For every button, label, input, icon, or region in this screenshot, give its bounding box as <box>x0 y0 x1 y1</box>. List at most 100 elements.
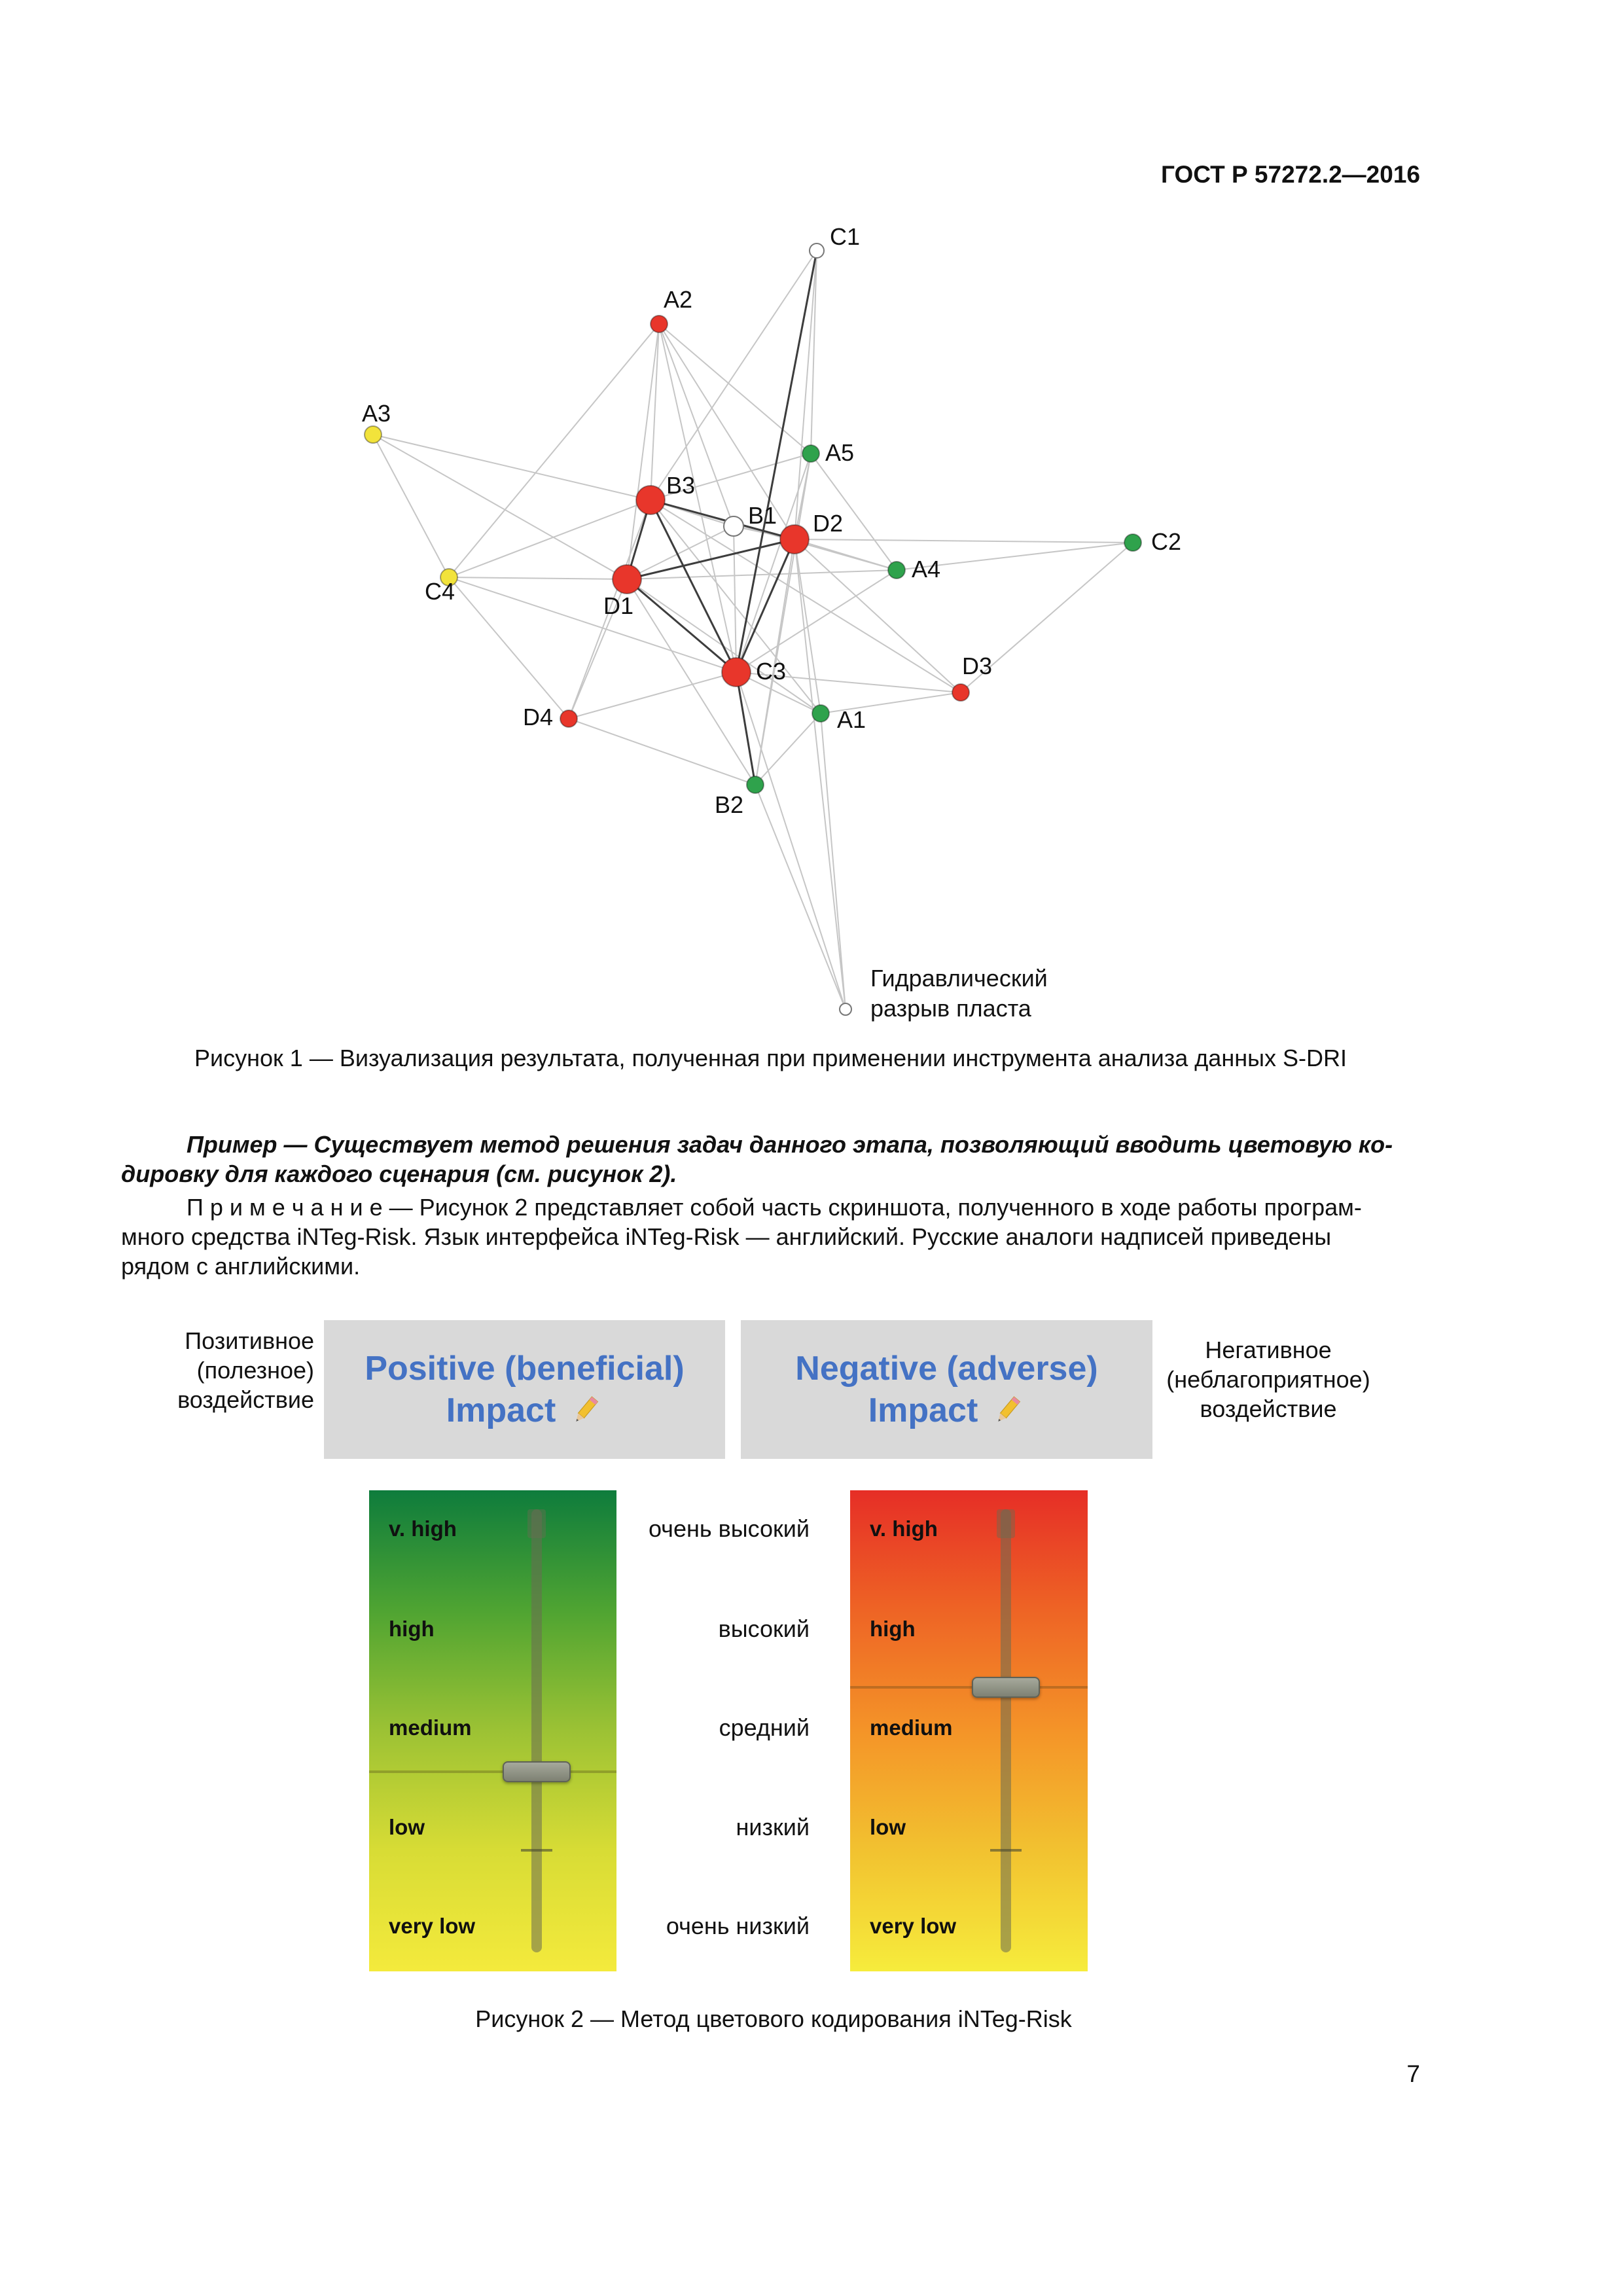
negative-ru-line-2: (неблагоприятное) <box>1166 1366 1370 1393</box>
scale-ru-verylow: очень низкий <box>666 1912 810 1939</box>
negative-ru-line-1: Негативное <box>1205 1336 1332 1363</box>
graph-edge <box>448 577 737 673</box>
example-line-1: Пример — Существует метод решения задач … <box>187 1131 1393 1158</box>
graph-node-label-C3: C3 <box>756 658 786 685</box>
graph-edge <box>568 579 628 719</box>
graph-node-label-A2: A2 <box>664 286 692 313</box>
positive-slider-cap <box>527 1509 546 1539</box>
graph-edge <box>896 542 1133 571</box>
positive-slider-track[interactable] <box>531 1509 542 1952</box>
graph-node-label-C2: C2 <box>1151 528 1181 555</box>
graph-edge <box>794 539 846 1010</box>
scale-en-vhigh: v. high <box>389 1516 457 1541</box>
graph-edge <box>626 526 734 580</box>
graph-edge <box>372 434 450 578</box>
negative-gradient-panel: v. high high medium low very low <box>850 1490 1088 1971</box>
graph-node-label-A5: A5 <box>825 439 854 466</box>
graph-node-C2 <box>1124 533 1142 552</box>
negative-slider-tick <box>990 1848 1022 1852</box>
graph-edge <box>650 499 821 714</box>
graph-edge <box>755 784 846 1010</box>
negative-slider-handle[interactable] <box>972 1677 1040 1698</box>
graph-node-label-C4: C4 <box>425 578 455 605</box>
graph-edge <box>794 539 821 714</box>
positive-ru-line-2: (полезное) <box>196 1357 314 1384</box>
graph-edge <box>733 526 737 673</box>
positive-slider-tick <box>521 1848 552 1852</box>
graph-edge <box>448 577 628 580</box>
positive-impact-header: Positive (beneficial) Impact <box>324 1320 725 1459</box>
graph-node-label-D3: D3 <box>962 653 992 679</box>
pencil-icon <box>576 1396 599 1422</box>
negative-slider-track[interactable] <box>1001 1509 1011 1952</box>
scale-en-high: high <box>389 1616 435 1641</box>
graph-edge <box>372 434 628 580</box>
positive-ru-line-1: Позитивное <box>185 1327 314 1354</box>
scale-ru-low: низкий <box>736 1813 810 1840</box>
graph-edge <box>736 672 961 693</box>
graph-node-A5 <box>802 444 820 463</box>
graph-edge <box>960 542 1133 693</box>
page-number: 7 <box>1406 2060 1420 2087</box>
graph-node-C4 <box>440 568 458 586</box>
graph-edge <box>626 538 795 581</box>
pencil-icon <box>998 1396 1021 1422</box>
scale-labels-ru: очень высокий высокий средний низкий оче… <box>609 1490 810 1971</box>
graph-edge <box>626 569 897 580</box>
annotation-line-2: разрыв пласта <box>870 995 1031 1022</box>
graph-node-label-C1: C1 <box>830 223 860 250</box>
positive-slider-handle[interactable] <box>503 1761 571 1782</box>
graph-edge <box>794 539 1133 543</box>
graph-edge <box>650 323 660 501</box>
graph-edge <box>736 672 846 1010</box>
graph-node-D3 <box>952 683 970 702</box>
negative-impact-header: Negative (adverse) Impact <box>741 1320 1152 1459</box>
graph-edge <box>736 453 812 673</box>
graph-node-B2 <box>746 776 764 794</box>
graph-edge <box>568 718 756 785</box>
graph-edge <box>448 499 651 578</box>
note-paragraph: П р и м е ч а н и е — Рисунок 2 представ… <box>121 1193 1436 1281</box>
graph-node-D4 <box>560 709 578 728</box>
graph-edge <box>794 539 961 693</box>
graph-edge <box>650 499 961 693</box>
graph-edge <box>755 713 821 785</box>
graph-edge <box>735 250 818 673</box>
graph-edge <box>658 323 737 673</box>
note-line-3: рядом с английскими. <box>121 1253 361 1280</box>
graph-edge <box>810 453 897 571</box>
graph-edge <box>626 323 660 580</box>
negative-title-line2: Impact <box>868 1391 978 1429</box>
graph-node-A3 <box>364 425 382 444</box>
document-header: ГОСТ Р 57272.2—2016 <box>1161 161 1420 188</box>
graph-edge <box>658 323 795 540</box>
graph-node-label-D2: D2 <box>813 510 843 537</box>
scale-en-medium: medium <box>389 1715 472 1740</box>
graph-node-C1 <box>809 243 825 259</box>
graph-node-label-B2: B2 <box>715 791 743 818</box>
negative-title-line1: Negative (adverse) <box>795 1350 1098 1388</box>
graph-node-label-A3: A3 <box>362 400 391 427</box>
graph-edge <box>650 250 817 501</box>
scale-en-high: high <box>870 1616 916 1641</box>
graph-edge <box>736 569 897 673</box>
graph-edge <box>658 323 812 454</box>
positive-title-line1: Positive (beneficial) <box>365 1350 685 1388</box>
graph-node-HF <box>839 1003 852 1016</box>
annotation-line-1: Гидравлический <box>870 965 1048 992</box>
graph-edge <box>650 453 812 501</box>
graph-edge <box>735 539 796 673</box>
scale-en-verylow: very low <box>389 1913 476 1938</box>
graph-edge <box>820 692 961 714</box>
graph-edge <box>650 499 795 541</box>
graph-edge <box>658 323 734 527</box>
graph-node-D2 <box>779 524 810 554</box>
graph-node-C3 <box>721 657 751 687</box>
negative-impact-label-ru: Негативное (неблагоприятное) воздействие <box>1166 1335 1370 1424</box>
graph-node-B1 <box>723 516 744 537</box>
graph-edge <box>820 713 846 1010</box>
graph-node-D1 <box>612 564 642 594</box>
scale-ru-vhigh: очень высокий <box>648 1515 810 1542</box>
graph-edge <box>568 672 737 719</box>
figure1-network-graph: C1 A2 A3 A5 B3 B1 D2 C2 A4 C4 D1 C3 D3 D4 A1 B2 <box>362 223 1181 1016</box>
